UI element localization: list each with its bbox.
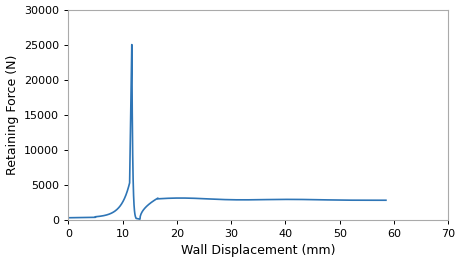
Y-axis label: Retaining Force (N): Retaining Force (N) — [6, 54, 18, 175]
X-axis label: Wall Displacement (mm): Wall Displacement (mm) — [181, 244, 336, 257]
